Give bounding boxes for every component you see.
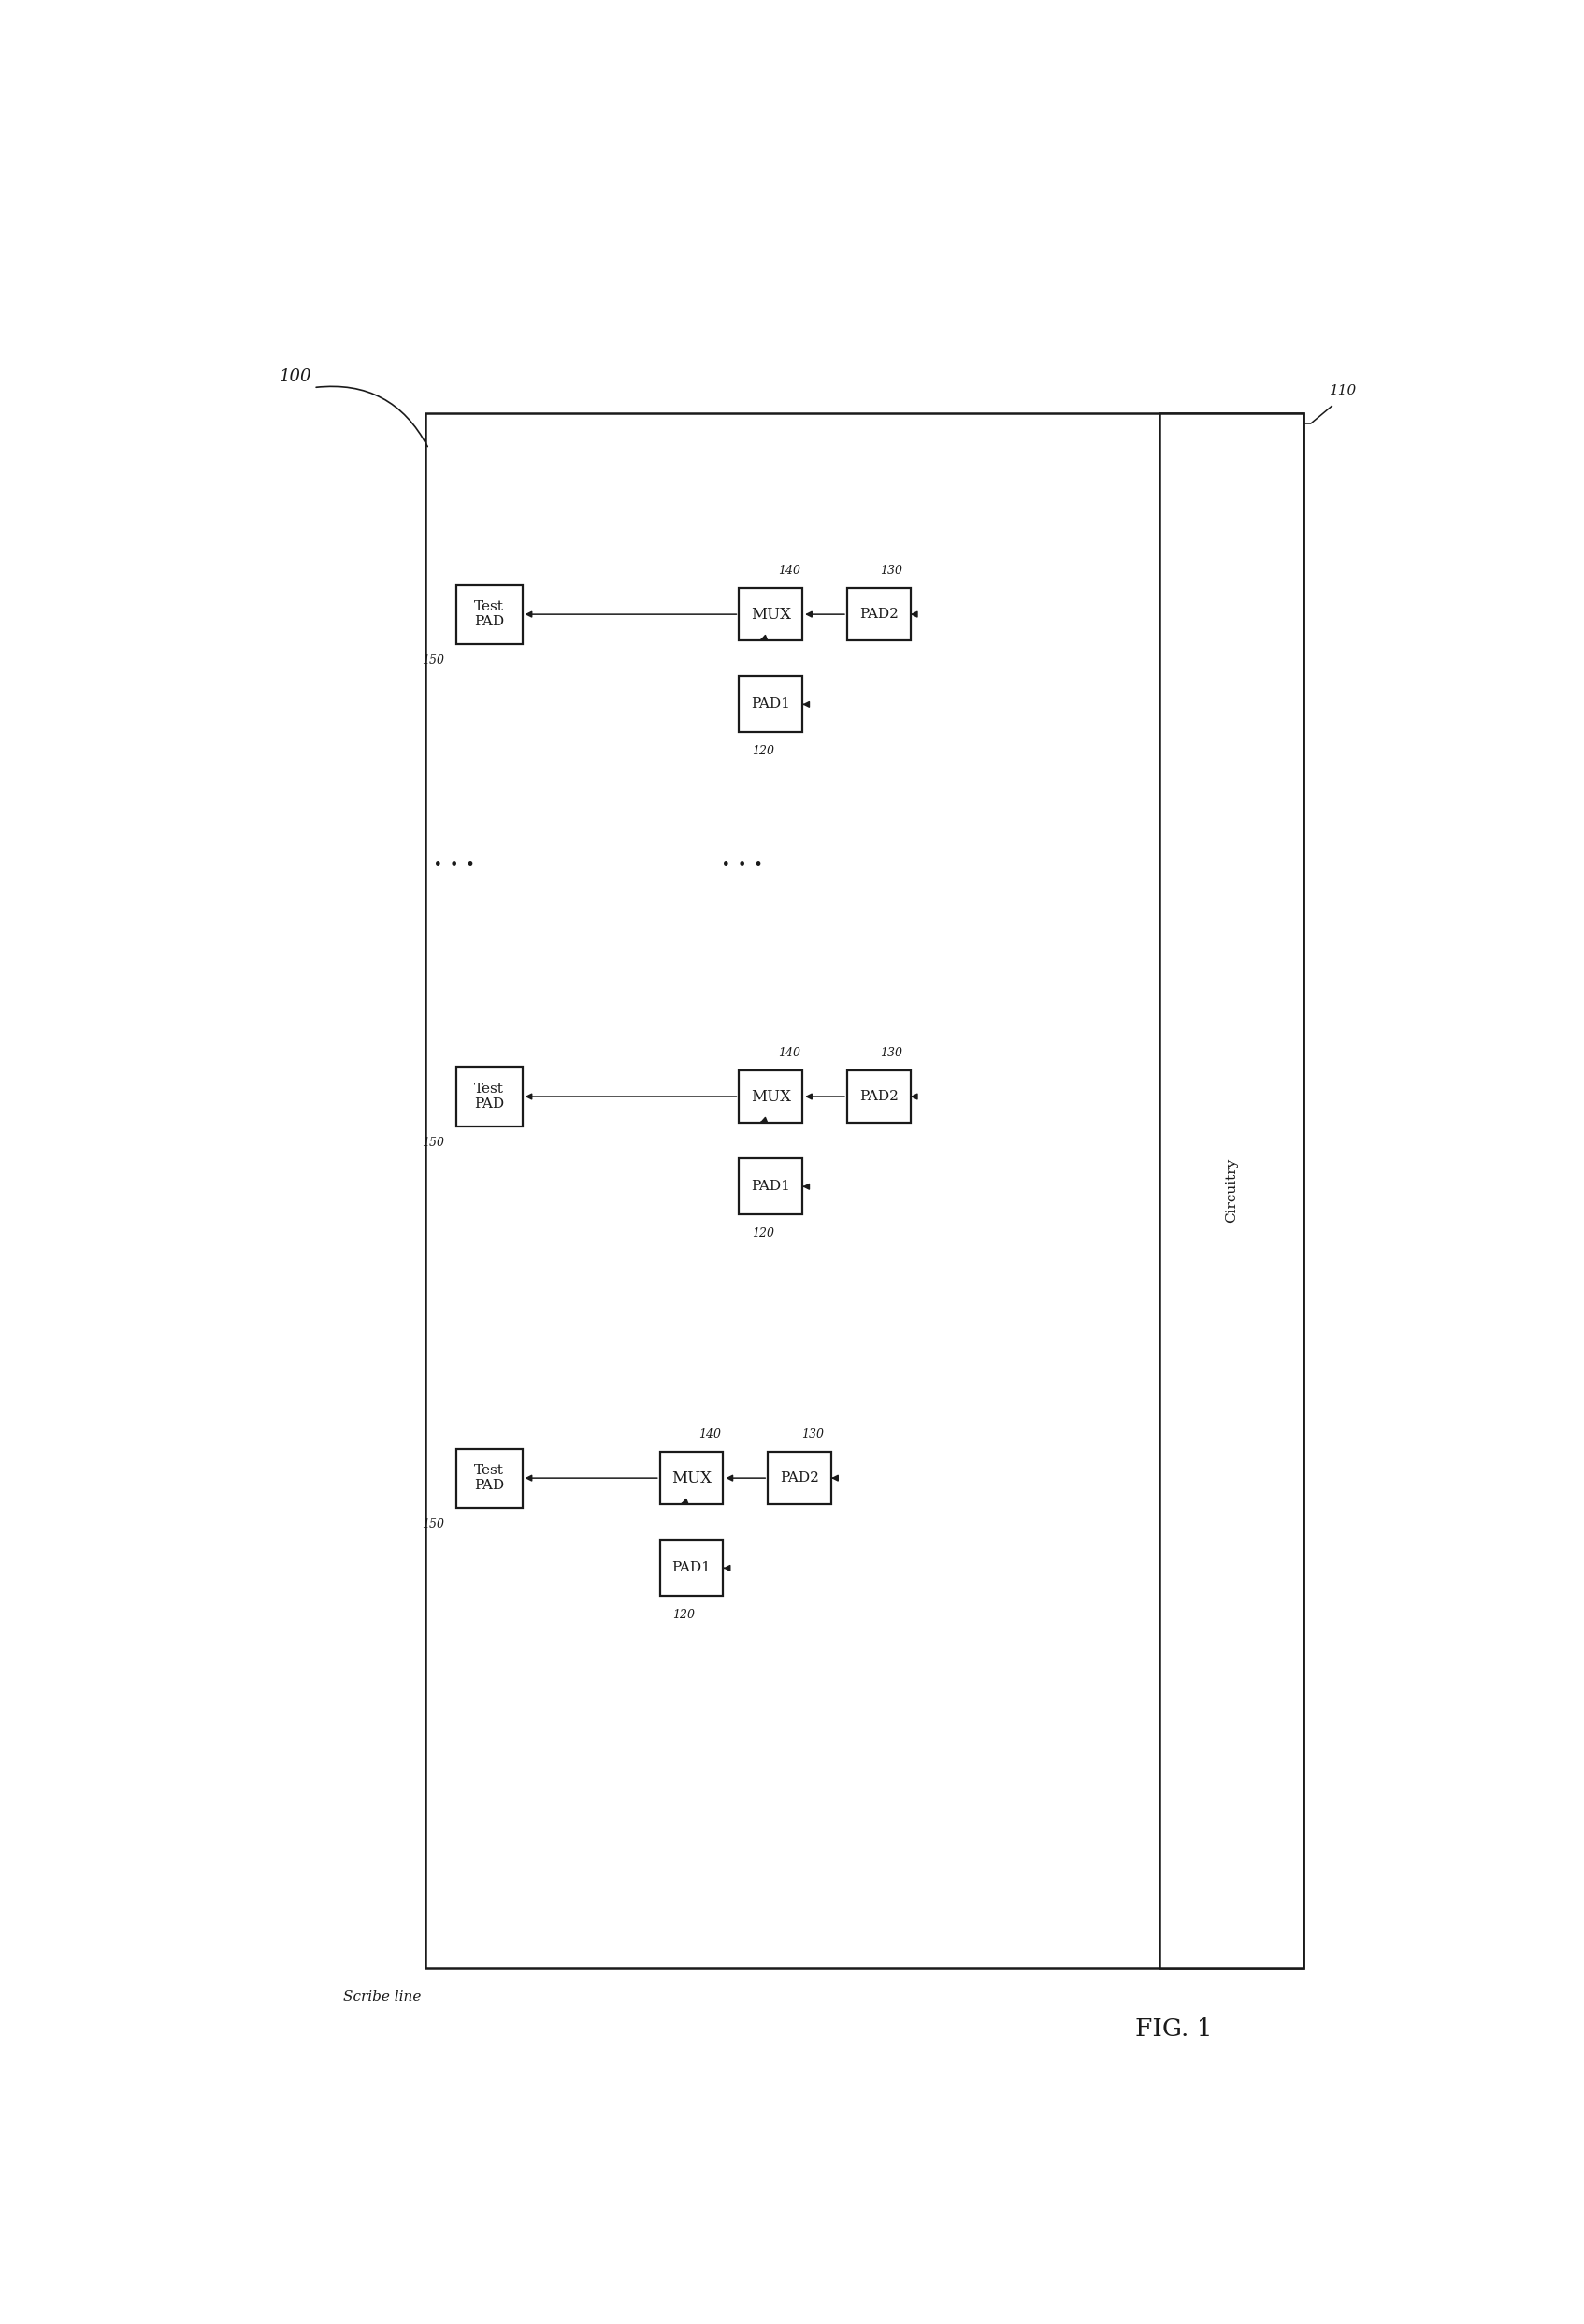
- Bar: [425, 414, 1304, 1968]
- Text: 150: 150: [421, 655, 444, 667]
- Text: 120: 120: [752, 746, 775, 758]
- Bar: [456, 1448, 523, 1508]
- Text: PAD2: PAD2: [779, 1471, 819, 1485]
- Text: 130: 130: [802, 1429, 824, 1441]
- Text: Scribe line: Scribe line: [344, 1989, 421, 2003]
- Text: FIG. 1: FIG. 1: [1136, 2017, 1212, 2040]
- Text: 110: 110: [1329, 386, 1357, 397]
- Text: . . .: . . .: [722, 848, 762, 869]
- Text: Test
PAD: Test PAD: [474, 1083, 504, 1111]
- Text: MUX: MUX: [751, 1088, 790, 1104]
- Bar: [768, 1452, 832, 1504]
- Bar: [456, 586, 523, 644]
- Text: . . .: . . .: [434, 848, 474, 869]
- Text: 140: 140: [778, 565, 800, 576]
- Bar: [661, 1452, 724, 1504]
- Text: 150: 150: [421, 1518, 444, 1532]
- Bar: [1159, 414, 1304, 1968]
- Text: Test
PAD: Test PAD: [474, 600, 504, 627]
- Bar: [847, 588, 911, 639]
- Text: MUX: MUX: [672, 1471, 711, 1485]
- Bar: [740, 588, 803, 639]
- Text: MUX: MUX: [751, 607, 790, 623]
- Bar: [740, 676, 803, 732]
- Text: PAD1: PAD1: [751, 1181, 790, 1192]
- Bar: [847, 1071, 911, 1122]
- Text: PAD2: PAD2: [859, 1090, 898, 1104]
- Text: 120: 120: [752, 1227, 775, 1239]
- Text: PAD1: PAD1: [751, 697, 790, 711]
- Text: 130: 130: [881, 1048, 903, 1060]
- Bar: [456, 1067, 523, 1127]
- Text: 130: 130: [881, 565, 903, 576]
- Text: 120: 120: [673, 1608, 695, 1622]
- Bar: [740, 1157, 803, 1215]
- Text: 140: 140: [699, 1429, 721, 1441]
- Text: 140: 140: [778, 1048, 800, 1060]
- Text: Circuitry: Circuitry: [1224, 1157, 1239, 1222]
- Bar: [740, 1071, 803, 1122]
- Text: Test
PAD: Test PAD: [474, 1464, 504, 1492]
- Text: 100: 100: [279, 370, 312, 386]
- Bar: [661, 1541, 724, 1597]
- Text: PAD1: PAD1: [672, 1562, 711, 1576]
- Text: 150: 150: [421, 1136, 444, 1148]
- Text: PAD2: PAD2: [859, 609, 898, 621]
